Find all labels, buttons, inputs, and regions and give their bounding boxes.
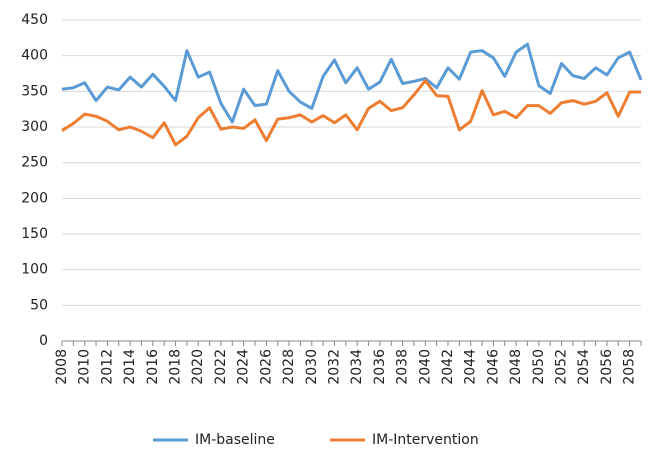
y-tick-label: 100	[21, 262, 48, 278]
x-tick-label: 2052	[554, 349, 570, 385]
x-tick-label: 2032	[326, 349, 342, 385]
y-tick-label: 450	[21, 12, 48, 28]
x-tick-label: 2046	[485, 349, 501, 385]
x-tick-label: 2034	[349, 349, 365, 385]
x-tick-label: 2026	[258, 349, 274, 385]
x-tick-label: 2054	[576, 349, 592, 385]
x-tick-label: 2058	[622, 349, 638, 385]
x-tick-label: 2014	[122, 349, 138, 385]
y-tick-label: 350	[21, 83, 48, 99]
x-tick-label: 2040	[417, 349, 433, 385]
x-tick-label: 2024	[236, 349, 252, 385]
x-tick-label: 2008	[54, 349, 70, 385]
x-tick-label: 2022	[213, 349, 229, 385]
x-tick-label: 2018	[168, 349, 184, 385]
y-tick-label: 200	[21, 190, 48, 206]
x-tick-label: 2030	[304, 349, 320, 385]
x-tick-label: 2042	[440, 349, 456, 385]
x-tick-label: 2020	[190, 349, 206, 385]
y-tick-label: 400	[21, 48, 48, 64]
x-tick-label: 2012	[99, 349, 115, 385]
y-tick-label: 250	[21, 155, 48, 171]
x-tick-label: 2048	[508, 349, 524, 385]
y-tick-label: 0	[39, 333, 48, 349]
x-tick-label: 2016	[145, 349, 161, 385]
series-line	[61, 42, 643, 124]
y-tick-label: 150	[21, 226, 48, 242]
x-tick-label: 2036	[372, 349, 388, 385]
legend-label: IM-baseline	[195, 432, 275, 448]
y-tick-label: 300	[21, 119, 48, 135]
x-tick-label: 2038	[395, 349, 411, 385]
y-tick-label: 50	[30, 297, 48, 313]
x-tick-label: 2050	[531, 349, 547, 385]
legend-label: IM-Intervention	[372, 432, 479, 448]
x-tick-label: 2056	[599, 349, 615, 385]
x-tick-label: 2028	[281, 349, 297, 385]
x-tick-label: 2010	[77, 349, 93, 385]
x-tick-label: 2044	[463, 349, 479, 385]
series-line	[61, 79, 641, 147]
